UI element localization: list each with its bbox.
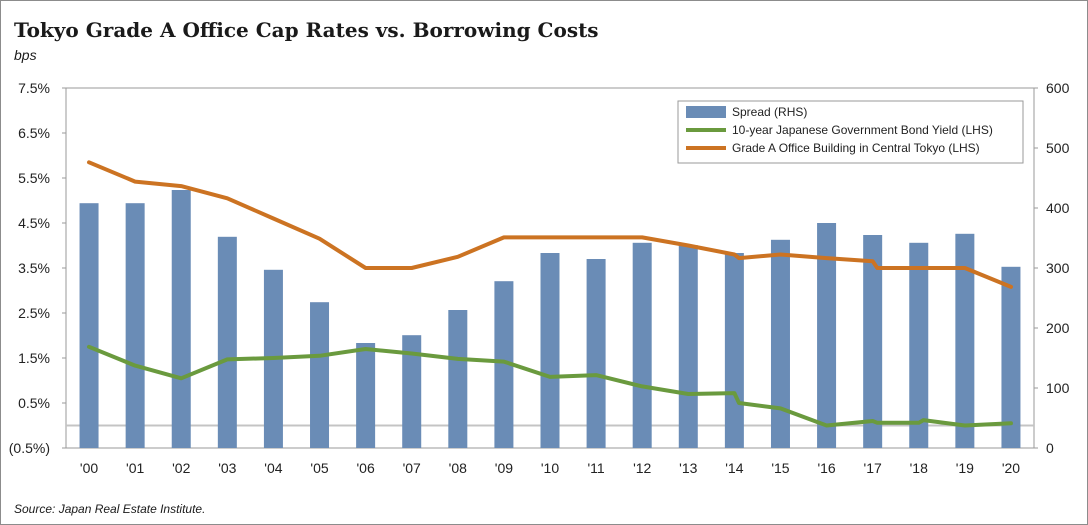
x-tick-label: '00 bbox=[80, 460, 98, 476]
spread-bar-07 bbox=[402, 335, 422, 448]
spread-bar-18 bbox=[909, 242, 929, 448]
left-tick-label: 6.5% bbox=[18, 125, 50, 141]
spread-bar-14 bbox=[724, 253, 744, 448]
legend: Spread (RHS) 10-year Japanese Government … bbox=[677, 100, 1024, 164]
left-tick-label: 4.5% bbox=[18, 215, 50, 231]
x-tick-label: '04 bbox=[264, 460, 282, 476]
x-tick-label: '14 bbox=[725, 460, 743, 476]
spread-bar-00 bbox=[79, 203, 99, 448]
spread-bar-13 bbox=[678, 245, 698, 448]
spread-bar-03 bbox=[217, 236, 237, 448]
right-tick-label: 0 bbox=[1046, 440, 1054, 456]
spread-bar-19 bbox=[955, 233, 975, 448]
x-tick-label: '03 bbox=[218, 460, 236, 476]
left-tick-label: 7.5% bbox=[18, 80, 50, 96]
chart-title: Tokyo Grade A Office Cap Rates vs. Borro… bbox=[14, 18, 599, 42]
x-tick-label: '05 bbox=[310, 460, 328, 476]
x-tick-label: '07 bbox=[403, 460, 421, 476]
legend-label: 10-year Japanese Government Bond Yield (… bbox=[732, 123, 993, 137]
legend-label: Grade A Office Building in Central Tokyo… bbox=[732, 141, 980, 155]
left-tick-label: 5.5% bbox=[18, 170, 50, 186]
unit-label: bps bbox=[14, 47, 37, 63]
spread-bar-17 bbox=[863, 235, 883, 448]
x-tick-label: '18 bbox=[910, 460, 928, 476]
x-tick-label: '08 bbox=[449, 460, 467, 476]
right-tick-label: 400 bbox=[1046, 200, 1070, 216]
x-tick-label: '12 bbox=[633, 460, 651, 476]
spread-bar-15 bbox=[770, 239, 790, 448]
x-tick-label: '13 bbox=[679, 460, 697, 476]
spread-bar-10 bbox=[540, 253, 560, 448]
right-tick-label: 600 bbox=[1046, 80, 1070, 96]
line-series bbox=[87, 160, 1013, 428]
x-tick-label: '15 bbox=[771, 460, 789, 476]
x-tick-label: '02 bbox=[172, 460, 190, 476]
x-tick-label: '01 bbox=[126, 460, 144, 476]
left-tick-label: 0.5% bbox=[18, 395, 50, 411]
spread-bar-01 bbox=[125, 203, 145, 448]
right-tick-label: 300 bbox=[1046, 260, 1070, 276]
legend-label: Spread (RHS) bbox=[732, 105, 807, 119]
spread-bar-08 bbox=[448, 310, 468, 448]
spread-bar-06 bbox=[356, 343, 376, 448]
x-tick-label: '10 bbox=[541, 460, 559, 476]
spread-bar-11 bbox=[586, 259, 606, 448]
legend-swatch-spread bbox=[686, 106, 726, 118]
spread-bar-09 bbox=[494, 281, 514, 448]
x-tick-label: '20 bbox=[1002, 460, 1020, 476]
right-tick-label: 200 bbox=[1046, 320, 1070, 336]
right-tick-label: 100 bbox=[1046, 380, 1070, 396]
spread-bar-20 bbox=[1001, 266, 1021, 448]
left-tick-label: 2.5% bbox=[18, 305, 50, 321]
spread-bar-02 bbox=[171, 190, 191, 448]
office-cap-rate-line bbox=[87, 160, 1013, 289]
source-note: Source: Japan Real Estate Institute. bbox=[14, 502, 206, 516]
jgb-yield-line bbox=[87, 344, 1013, 428]
x-tick-label: '09 bbox=[495, 460, 513, 476]
x-tick-label: '19 bbox=[956, 460, 974, 476]
x-tick-label: '06 bbox=[356, 460, 374, 476]
x-tick-label: '11 bbox=[587, 460, 604, 476]
left-tick-label: (0.5%) bbox=[9, 440, 50, 456]
x-tick-label: '17 bbox=[864, 460, 882, 476]
spread-bar-16 bbox=[817, 223, 837, 448]
x-tick-label: '16 bbox=[817, 460, 835, 476]
legend-box bbox=[677, 100, 1024, 164]
left-tick-label: 1.5% bbox=[18, 350, 50, 366]
spread-bar-12 bbox=[632, 242, 652, 448]
left-tick-label: 3.5% bbox=[18, 260, 50, 276]
right-tick-label: 500 bbox=[1046, 140, 1070, 156]
spread-bar-05 bbox=[310, 302, 330, 448]
axes: (0.5%) 0.5% 1.5% 2.5% 3.5% 4.5% 5.5% 6.5% 7.5% 0 1… bbox=[9, 80, 1070, 476]
